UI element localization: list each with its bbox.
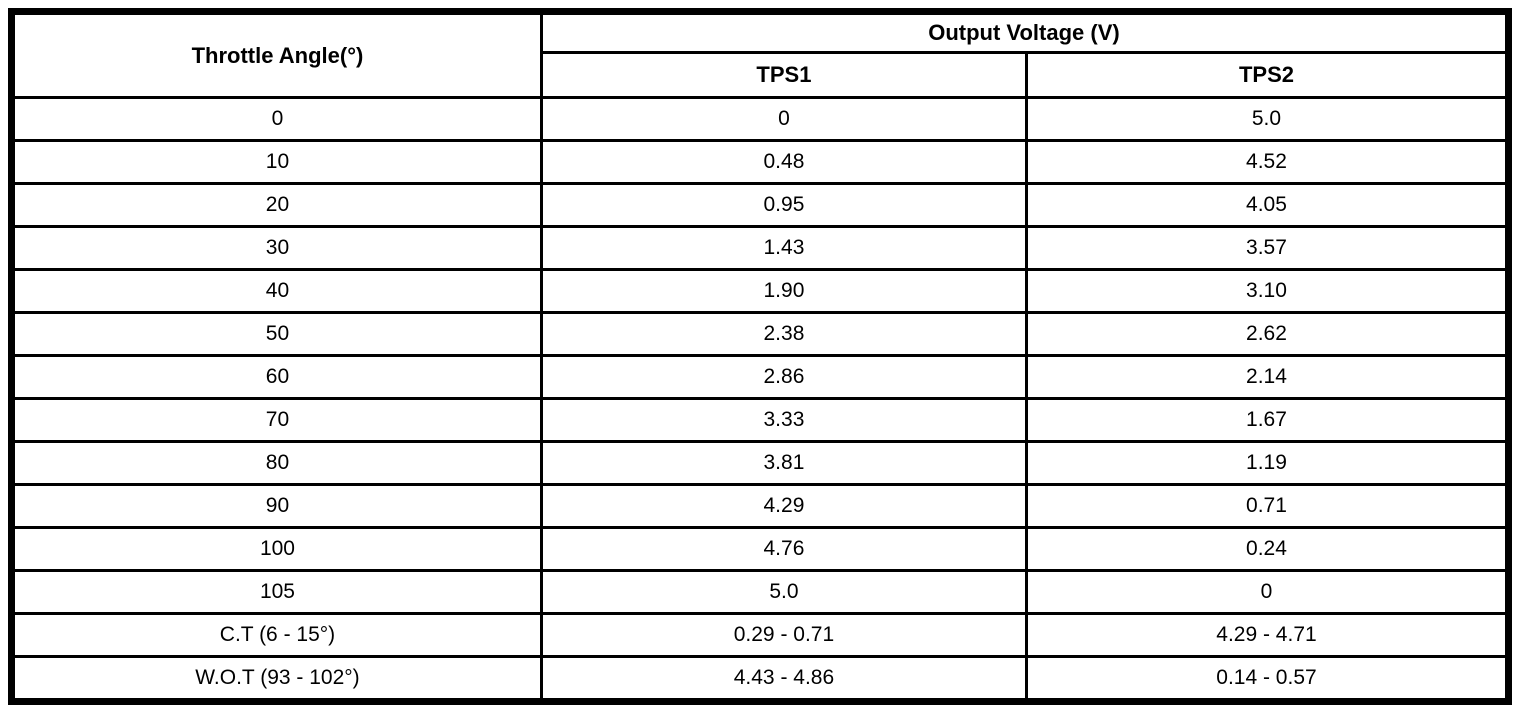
table-cell-tps1: 0.48 <box>539 139 1028 185</box>
table-cell-tps2: 4.52 <box>1024 139 1511 185</box>
table-cell-tps2: 3.10 <box>1024 268 1511 314</box>
table-cell-tps1: 3.33 <box>539 397 1028 443</box>
table-row: 0 0 5.0 <box>10 96 1511 142</box>
table-cell-tps1: 3.81 <box>539 440 1028 486</box>
table-cell-tps2: 0.71 <box>1024 483 1511 529</box>
column-header-output-voltage: Output Voltage (V) <box>539 10 1511 54</box>
table-cell-angle: 90 <box>10 483 543 529</box>
table-row: 40 1.90 3.10 <box>10 268 1511 314</box>
table-row: 10 0.48 4.52 <box>10 139 1511 185</box>
table-cell-tps2: 4.05 <box>1024 182 1511 228</box>
table-row: 90 4.29 0.71 <box>10 483 1511 529</box>
table-cell-tps1: 4.76 <box>539 526 1028 572</box>
table-cell-tps1: 5.0 <box>539 569 1028 615</box>
table-cell-angle: 60 <box>10 354 543 400</box>
table-cell-tps2: 0.14 - 0.57 <box>1024 655 1511 703</box>
table-cell-angle: 70 <box>10 397 543 443</box>
table-cell-tps2: 5.0 <box>1024 96 1511 142</box>
table-cell-tps1: 1.43 <box>539 225 1028 271</box>
table-cell-angle: 10 <box>10 139 543 185</box>
table-cell-angle: 30 <box>10 225 543 271</box>
table-cell-tps2: 0.24 <box>1024 526 1511 572</box>
column-header-tps2: TPS2 <box>1024 51 1511 99</box>
table-row: W.O.T (93 - 102°) 4.43 - 4.86 0.14 - 0.57 <box>10 655 1511 703</box>
table-cell-tps2: 3.57 <box>1024 225 1511 271</box>
table-cell-tps1: 4.29 <box>539 483 1028 529</box>
table-cell-tps2: 2.14 <box>1024 354 1511 400</box>
table-cell-angle: 0 <box>10 96 543 142</box>
table-header: Throttle Angle(°) Output Voltage (V) TPS… <box>10 10 1511 99</box>
table-cell-tps2: 0 <box>1024 569 1511 615</box>
table-cell-tps2: 1.67 <box>1024 397 1511 443</box>
column-header-throttle-angle: Throttle Angle(°) <box>10 10 543 99</box>
table-row: 50 2.38 2.62 <box>10 311 1511 357</box>
table-cell-tps2: 1.19 <box>1024 440 1511 486</box>
table-cell-angle: 100 <box>10 526 543 572</box>
table-cell-angle: 80 <box>10 440 543 486</box>
table-cell-tps1: 0.95 <box>539 182 1028 228</box>
table-cell-tps1: 1.90 <box>539 268 1028 314</box>
table-cell-tps1: 2.38 <box>539 311 1028 357</box>
table-cell-angle: W.O.T (93 - 102°) <box>10 655 543 703</box>
table-cell-angle: 40 <box>10 268 543 314</box>
table-cell-angle: 105 <box>10 569 543 615</box>
tps-voltage-table: Throttle Angle(°) Output Voltage (V) TPS… <box>8 8 1512 705</box>
table-cell-tps2: 2.62 <box>1024 311 1511 357</box>
table-body: 0 0 5.0 10 0.48 4.52 20 0.95 4.05 30 1.43 3.57 40 1.9… <box>10 96 1511 703</box>
table-row: 105 5.0 0 <box>10 569 1511 615</box>
table-row: 80 3.81 1.19 <box>10 440 1511 486</box>
table-row: 60 2.86 2.14 <box>10 354 1511 400</box>
table-cell-tps2: 4.29 - 4.71 <box>1024 612 1511 658</box>
table-row: C.T (6 - 15°) 0.29 - 0.71 4.29 - 4.71 <box>10 612 1511 658</box>
table-row: 70 3.33 1.67 <box>10 397 1511 443</box>
table-cell-angle: C.T (6 - 15°) <box>10 612 543 658</box>
table-row: 100 4.76 0.24 <box>10 526 1511 572</box>
table-cell-tps1: 0 <box>539 96 1028 142</box>
table-header-row-group: Throttle Angle(°) Output Voltage (V) <box>10 10 1511 99</box>
table-row: 20 0.95 4.05 <box>10 182 1511 228</box>
table-cell-angle: 50 <box>10 311 543 357</box>
column-header-tps1: TPS1 <box>539 51 1028 99</box>
table-header-row-sub: TPS1 TPS2 <box>12 51 1511 99</box>
table-cell-tps1: 2.86 <box>539 354 1028 400</box>
table-cell-angle: 20 <box>10 182 543 228</box>
table-cell-tps1: 0.29 - 0.71 <box>539 612 1028 658</box>
table-row: 30 1.43 3.57 <box>10 225 1511 271</box>
table-cell-tps1: 4.43 - 4.86 <box>539 655 1028 703</box>
